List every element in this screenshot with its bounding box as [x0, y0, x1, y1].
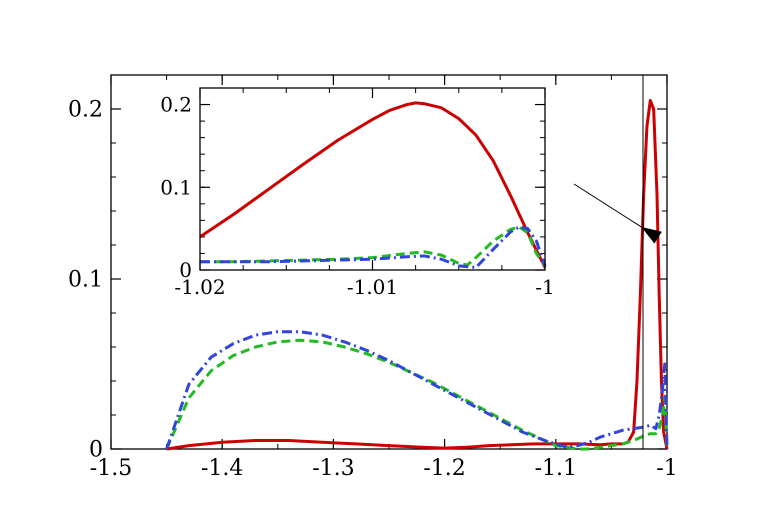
inset-series-line-dash-dot [200, 225, 547, 270]
main-series-line-dashed [165, 338, 669, 451]
inset-x-tick-label: -1.01 [347, 275, 398, 299]
main-x-tick-label: -1.1 [535, 456, 577, 481]
main-x-tick-label: -1.4 [201, 456, 243, 481]
inset-x-tick-label: -1.02 [174, 275, 225, 299]
inset-x-tick-label: -1 [535, 275, 554, 299]
main-x-tick-label: -1.2 [423, 456, 465, 481]
inset-plot-frame [199, 87, 546, 271]
inset-y-tick-label: 0.2 [160, 93, 192, 117]
inset-plot-background [200, 88, 545, 270]
zoom-arrow [573, 183, 662, 244]
inset-y-tick-label: 0 [179, 258, 192, 282]
main-y-tick-label: 0 [89, 438, 103, 463]
main-x-tick-label: -1.5 [90, 456, 132, 481]
inset-series-line-dashed [200, 225, 547, 267]
main-y-tick-label: 0.1 [68, 268, 103, 293]
main-x-tick-label: -1.3 [312, 456, 354, 481]
main-series-line-solid [166, 99, 669, 451]
main-y-tick-label: 0.2 [68, 98, 103, 123]
main-series-line-dash-dot [165, 330, 669, 450]
inset-y-tick-label: 0.1 [160, 175, 192, 199]
main-x-tick-label: -1 [656, 456, 677, 481]
inset-series-line-solid [199, 101, 547, 269]
